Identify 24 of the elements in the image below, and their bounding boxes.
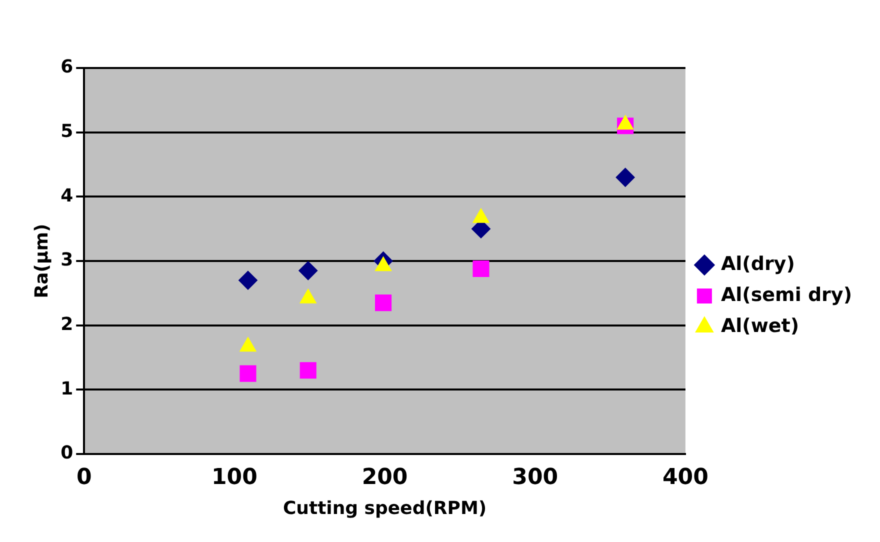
- legend-label: Al(dry): [720, 252, 795, 275]
- x-tick-label: 400: [662, 464, 708, 490]
- x-tick-label: 300: [512, 464, 558, 490]
- y-tick-label: 5: [60, 121, 74, 142]
- y-tick-label: 0: [60, 442, 74, 464]
- y-tick-label: 6: [60, 56, 74, 78]
- y-tick-label: 2: [60, 314, 74, 336]
- y-axis-title: Ra(µm): [31, 224, 52, 298]
- y-tick-label: 3: [60, 250, 74, 271]
- legend-label: Al(wet): [720, 314, 800, 337]
- y-tick-label: 4: [60, 185, 74, 206]
- point: [472, 260, 490, 277]
- x-tick-label: 200: [362, 464, 408, 490]
- legend-label: Al(semi dry): [720, 284, 852, 306]
- point: [298, 261, 318, 280]
- point: [375, 294, 392, 312]
- point: [616, 168, 635, 187]
- x-tick-label: 100: [211, 464, 258, 490]
- point: [300, 362, 316, 379]
- y-tick-label: 1: [60, 378, 74, 400]
- point: [238, 270, 258, 290]
- x-tick-label: 0: [76, 464, 92, 490]
- x-axis-title: Cutting speed(RPM): [282, 498, 487, 519]
- point: [240, 365, 256, 382]
